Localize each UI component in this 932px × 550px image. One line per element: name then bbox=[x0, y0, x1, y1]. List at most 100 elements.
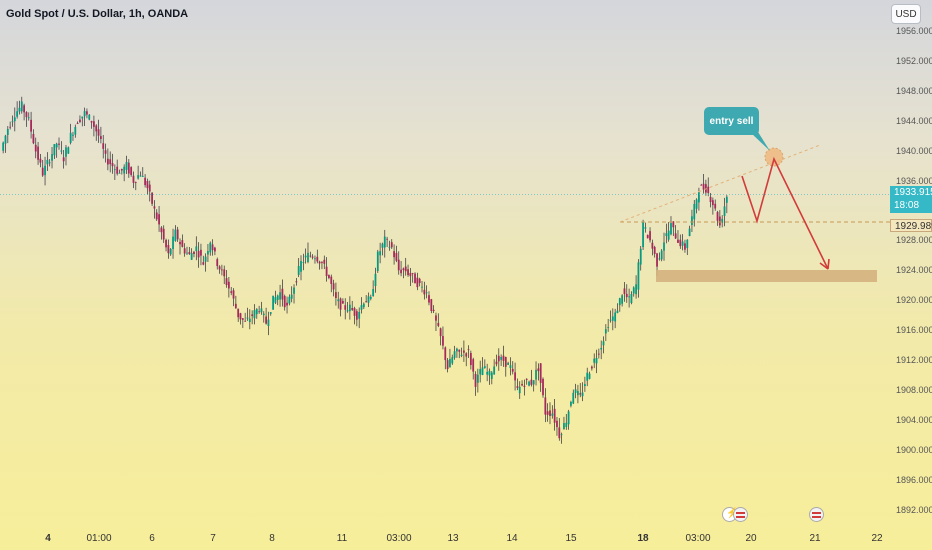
candle-body bbox=[265, 316, 268, 324]
candle-body bbox=[565, 422, 568, 427]
candle-body bbox=[725, 196, 728, 203]
currency-button[interactable]: USD bbox=[891, 4, 921, 24]
candle-body bbox=[83, 111, 86, 117]
candle-body bbox=[500, 357, 503, 360]
candle-body bbox=[241, 318, 244, 320]
candle-body bbox=[309, 255, 312, 257]
candle-body bbox=[372, 289, 375, 297]
candle-body bbox=[702, 183, 705, 190]
chart-title: Gold Spot / U.S. Dollar, 1h, OANDA bbox=[6, 8, 189, 20]
candle-body bbox=[281, 288, 284, 300]
candle-body bbox=[113, 169, 116, 171]
candle-body bbox=[193, 251, 195, 255]
candle-body bbox=[34, 144, 37, 152]
candle-body bbox=[104, 150, 107, 154]
candle-body bbox=[495, 361, 498, 365]
candle-body bbox=[190, 253, 193, 260]
candle-body bbox=[27, 117, 30, 119]
time-tick-label: 13 bbox=[447, 533, 459, 544]
us-flag-event-icon[interactable] bbox=[733, 507, 748, 522]
candle-body bbox=[556, 420, 558, 428]
candle-body bbox=[388, 246, 391, 248]
candle-body bbox=[204, 256, 207, 262]
candle-body bbox=[99, 136, 102, 140]
candle-body bbox=[93, 121, 95, 127]
candle-body bbox=[32, 134, 35, 144]
candle-body bbox=[423, 289, 426, 295]
candle-body bbox=[158, 214, 160, 225]
candle-body bbox=[318, 261, 321, 264]
candle-body bbox=[462, 350, 465, 353]
candle-body bbox=[179, 241, 181, 245]
time-tick-label: 4 bbox=[45, 533, 51, 544]
us-flag-event-icon[interactable] bbox=[809, 507, 824, 522]
candle-body bbox=[227, 281, 230, 289]
candle-body bbox=[46, 159, 49, 165]
candle-body bbox=[209, 242, 212, 253]
candle-body bbox=[123, 166, 126, 174]
candle-body bbox=[369, 296, 372, 299]
candle-body bbox=[616, 310, 619, 314]
candle-body bbox=[69, 132, 72, 143]
candle-body bbox=[232, 290, 235, 299]
candle-body bbox=[628, 296, 631, 298]
current-price-value: 1933.915 bbox=[894, 187, 932, 198]
candle-body bbox=[225, 278, 228, 286]
candle-body bbox=[279, 292, 281, 300]
candle-body bbox=[421, 286, 423, 288]
candle-body bbox=[479, 369, 482, 375]
candle-body bbox=[337, 299, 340, 302]
time-tick-label: 6 bbox=[149, 533, 155, 544]
candle-body bbox=[325, 266, 328, 277]
price-tick-label: 1928.000 bbox=[896, 235, 932, 246]
candle-body bbox=[146, 181, 149, 189]
candle-body bbox=[574, 389, 577, 393]
candle-body bbox=[72, 134, 74, 136]
candle-body bbox=[102, 143, 105, 149]
candle-body bbox=[595, 357, 598, 364]
candle-body bbox=[335, 292, 337, 299]
candle-body bbox=[358, 311, 361, 319]
candle-body bbox=[274, 297, 277, 303]
candle-body bbox=[348, 304, 351, 312]
candle-body bbox=[658, 258, 661, 260]
candle-body bbox=[507, 362, 510, 365]
candle-body bbox=[670, 223, 672, 235]
candle-body bbox=[172, 236, 174, 250]
candle-body bbox=[328, 275, 330, 278]
candle-body bbox=[155, 212, 158, 220]
candle-body bbox=[442, 336, 444, 346]
candle-body bbox=[393, 251, 395, 258]
candle-body bbox=[665, 233, 668, 237]
candle-body bbox=[581, 392, 584, 397]
price-tick-label: 1908.000 bbox=[896, 385, 932, 396]
candle-body bbox=[400, 269, 402, 274]
candle-body bbox=[237, 308, 240, 318]
candle-body bbox=[688, 228, 691, 237]
candle-body bbox=[490, 372, 493, 379]
candle-body bbox=[125, 161, 128, 170]
candle-body bbox=[253, 310, 256, 319]
candle-body bbox=[607, 327, 610, 328]
candle-body bbox=[302, 262, 305, 264]
price-tick-label: 1948.000 bbox=[896, 85, 932, 96]
candle-body bbox=[376, 251, 379, 271]
bar-countdown: 18:08 bbox=[894, 200, 920, 211]
candle-body bbox=[272, 295, 274, 310]
candle-body bbox=[195, 246, 198, 252]
candle-body bbox=[409, 272, 412, 277]
entry-sell-callout[interactable]: entry sell bbox=[704, 107, 759, 135]
candle-body bbox=[472, 359, 475, 372]
candle-body bbox=[583, 384, 586, 387]
candle-body bbox=[486, 371, 489, 375]
entry-circle bbox=[764, 147, 784, 167]
candle-body bbox=[251, 314, 254, 317]
candle-body bbox=[395, 252, 398, 261]
candle-body bbox=[672, 221, 675, 228]
candle-body bbox=[67, 147, 70, 154]
candle-body bbox=[365, 301, 368, 303]
candle-body bbox=[528, 381, 530, 386]
candle-body bbox=[106, 158, 109, 165]
